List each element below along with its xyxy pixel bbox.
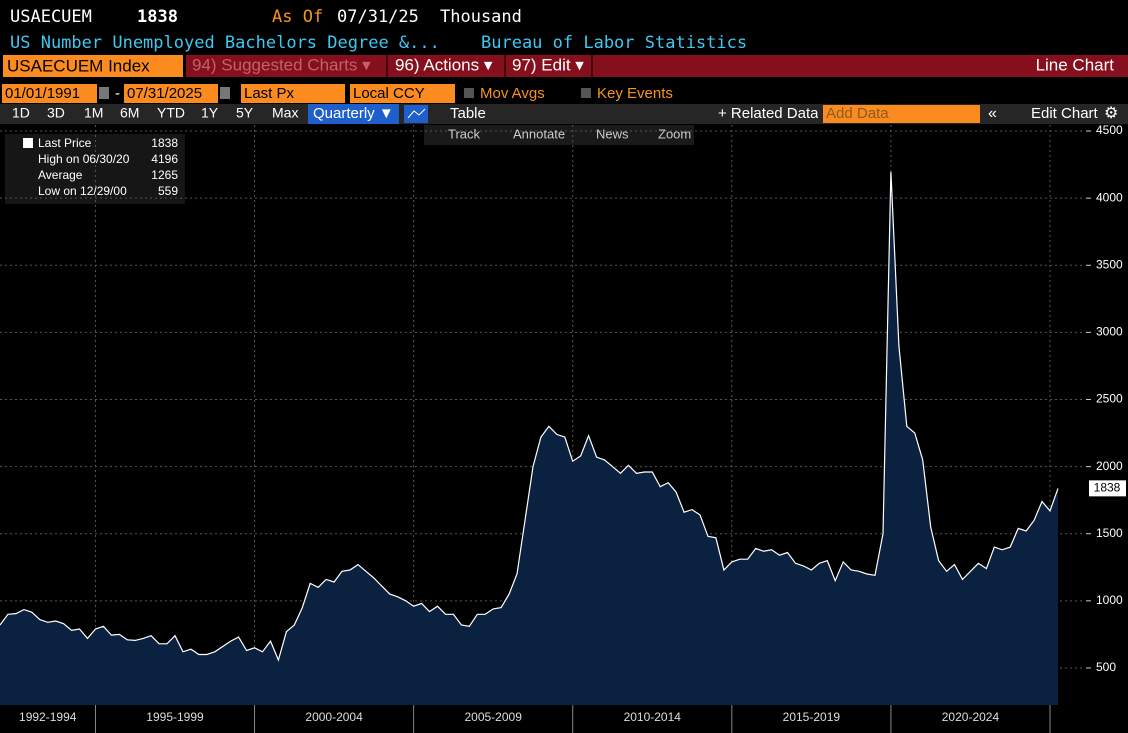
x-axis-bar — [0, 705, 1128, 733]
description: US Number Unemployed Bachelors Degree &.… — [10, 33, 440, 53]
currency[interactable]: Local CCY — [353, 85, 425, 102]
date-separator: - — [115, 85, 120, 102]
range-button[interactable]: YTD — [157, 105, 185, 121]
last-value-label: 1838 — [1094, 481, 1121, 495]
related-data[interactable]: + Related Data — [718, 105, 819, 122]
x-tick-label: 1992-1994 — [19, 710, 77, 724]
start-date-box[interactable] — [2, 84, 97, 103]
x-tick-label: 2020-2024 — [942, 710, 1000, 724]
last-value-tag — [1089, 480, 1126, 497]
add-data-box[interactable] — [823, 105, 980, 123]
stat-label: Average — [38, 168, 83, 182]
y-tick-label: 500 — [1096, 660, 1116, 674]
chart: 500 1000 1500 2000 2500 3000 3500 4000 4500 1992-… — [0, 123, 1128, 733]
chart-tool[interactable]: News — [596, 126, 629, 141]
settings-icon[interactable]: ⚙ — [1104, 105, 1118, 122]
end-date[interactable]: 07/31/2025 — [127, 85, 202, 102]
end-date-box[interactable] — [124, 84, 218, 103]
y-tick-label: 1000 — [1096, 593, 1123, 607]
stat-value: 4196 — [151, 152, 178, 166]
chart-tool[interactable]: Zoom — [658, 126, 691, 141]
frequency[interactable]: Quarterly ▼ — [313, 105, 394, 122]
units: Thousand — [440, 7, 522, 27]
x-tick-label: 2015-2019 — [783, 710, 841, 724]
range-button[interactable]: 1Y — [201, 105, 219, 121]
checkbox[interactable] — [581, 88, 591, 98]
add-data[interactable]: Add Data — [826, 105, 889, 122]
frequency-box[interactable] — [308, 104, 399, 124]
area — [0, 171, 1058, 706]
security[interactable]: USAECUEM Index — [7, 56, 150, 75]
related-clip: + Related Data — [718, 105, 819, 122]
x-tick-label: 1995-1999 — [146, 710, 204, 724]
y-tick-label: 2000 — [1096, 459, 1123, 473]
y-tick-label: 3500 — [1096, 257, 1123, 271]
collapse-icon[interactable]: « — [988, 105, 997, 122]
range-button[interactable]: 6M — [120, 105, 139, 121]
range-button[interactable]: 1M — [84, 105, 103, 121]
last-price-swatch — [23, 138, 33, 148]
x-tick-label: 2010-2014 — [624, 710, 682, 724]
line — [0, 171, 1059, 662]
ticker: USAECUEM — [10, 7, 92, 27]
field-box[interactable] — [241, 84, 345, 103]
menu-item[interactable]: 97) Edit ▾ — [512, 55, 584, 74]
range-button[interactable]: Max — [272, 105, 298, 121]
calendar-icon[interactable] — [99, 87, 109, 99]
stat-label: Low on 12/29/00 — [38, 184, 127, 198]
y-tick-label: 4000 — [1096, 190, 1123, 204]
table-button[interactable]: Table — [450, 105, 486, 122]
start-date[interactable]: 01/01/1991 — [5, 85, 80, 102]
chart-tools — [424, 125, 694, 145]
last-value: 1838 — [137, 7, 178, 27]
range-button[interactable]: 5Y — [236, 105, 254, 121]
security-box[interactable] — [3, 55, 183, 77]
stat-value: 1265 — [151, 168, 178, 182]
chart-tool[interactable]: Annotate — [513, 126, 565, 141]
toggle-label[interactable]: Key Events — [597, 85, 673, 102]
source: Bureau of Labor Statistics — [481, 33, 747, 53]
chart-tool[interactable]: Track — [448, 126, 481, 141]
checkbox[interactable] — [464, 88, 474, 98]
y-tick-label: 3000 — [1096, 325, 1123, 339]
stat-label: High on 06/30/20 — [38, 152, 130, 166]
stat-value: 1838 — [151, 136, 178, 150]
menu-item[interactable]: 94) Suggested Charts ▾ — [192, 55, 371, 74]
currency-box[interactable] — [350, 84, 455, 103]
x-tick-label: 2000-2004 — [305, 710, 363, 724]
toggle-label[interactable]: Mov Avgs — [480, 85, 545, 102]
y-tick-label: 1500 — [1096, 526, 1123, 540]
y-tick-label: 2500 — [1096, 392, 1123, 406]
menu-item[interactable]: 96) Actions ▾ — [395, 55, 493, 74]
chart-icon-line — [407, 108, 426, 119]
edit-chart[interactable]: Edit Chart — [1031, 105, 1099, 122]
chart-icon[interactable] — [404, 105, 428, 123]
as-of-date: 07/31/25 — [337, 7, 419, 27]
menu-bar — [186, 55, 1128, 77]
as-of-label: As Of — [272, 7, 323, 27]
stat-value: 559 — [158, 184, 178, 198]
calendar-icon[interactable] — [220, 87, 230, 99]
x-tick-label: 2005-2009 — [464, 710, 522, 724]
stat-label: Last Price — [38, 136, 92, 150]
field[interactable]: Last Px — [244, 85, 295, 102]
range-button[interactable]: 3D — [47, 105, 65, 121]
y-tick-label: 4500 — [1096, 123, 1123, 137]
chart-kind: Line Chart — [1036, 55, 1115, 74]
range-button[interactable]: 1D — [12, 105, 30, 121]
